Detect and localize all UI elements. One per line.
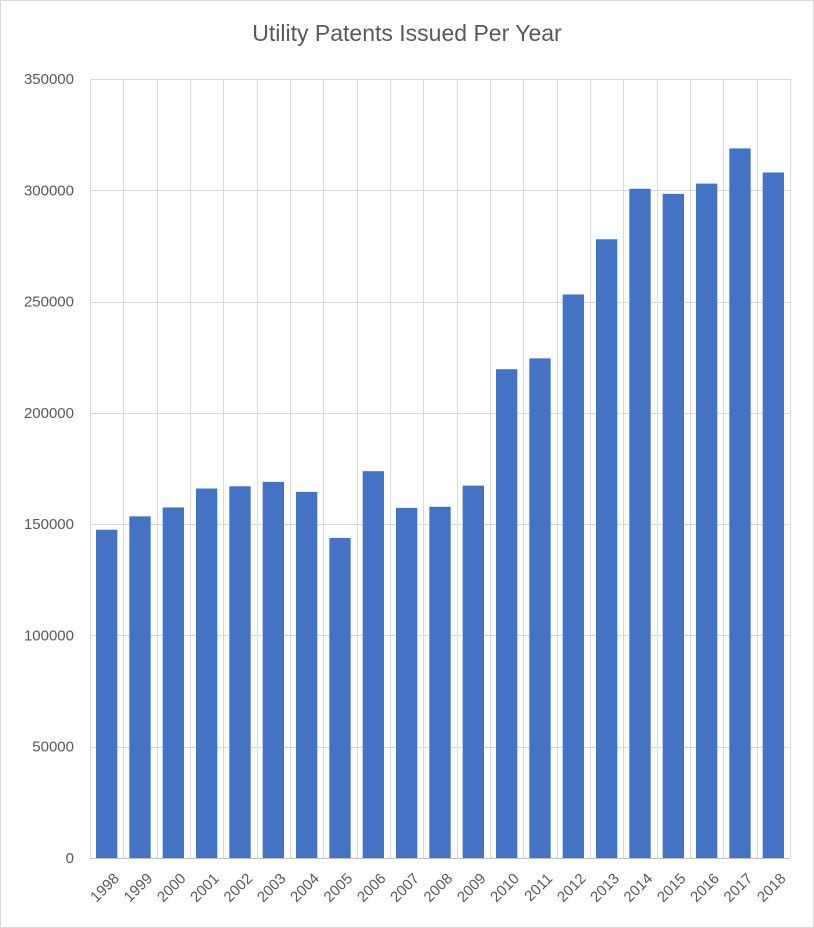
x-tick-label: 2016: [687, 870, 723, 906]
bar-2007: [396, 507, 418, 858]
y-tick-label: 200000: [24, 405, 74, 422]
x-tick-label: 2002: [221, 870, 257, 906]
x-tick-label: 2005: [321, 870, 357, 906]
bar-2000: [162, 507, 184, 858]
bar-1998: [96, 529, 118, 858]
bar-2017: [729, 148, 751, 859]
bar-2013: [596, 239, 618, 858]
bar-2001: [196, 488, 218, 858]
x-tick-label: 2006: [354, 870, 390, 906]
x-tick-label: 2008: [421, 870, 457, 906]
x-tick-label: 2014: [621, 870, 657, 906]
x-tick-label: 2013: [587, 870, 623, 906]
x-tick-label: 1999: [121, 870, 157, 906]
bar-2011: [529, 358, 551, 858]
bar-2006: [362, 471, 384, 858]
x-tick-label: 2015: [654, 870, 690, 906]
y-tick-label: 150000: [24, 516, 74, 533]
y-axis-ticks: 0 50000 100000 150000 200000 250000 300000 3500…: [24, 71, 74, 867]
bar-1999: [129, 516, 151, 858]
x-tick-label: 2000: [154, 870, 190, 906]
x-axis-ticks: 1998199920002001200220032004200520062007…: [87, 870, 789, 906]
x-tick-label: 2009: [454, 870, 490, 906]
bar-2009: [462, 485, 484, 858]
x-tick-label: 2007: [387, 870, 423, 906]
x-tick-label: 2001: [187, 870, 223, 906]
x-tick-label: 2003: [254, 870, 290, 906]
x-tick-label: 2012: [554, 870, 590, 906]
y-tick-label: 300000: [24, 182, 74, 199]
x-tick-label: 2004: [287, 870, 323, 906]
bar-2016: [696, 183, 718, 858]
y-tick-label: 0: [66, 850, 74, 867]
y-tick-label: 350000: [24, 71, 74, 88]
bar-2010: [496, 369, 518, 858]
bar-2015: [662, 193, 684, 858]
x-tick-label: 1998: [87, 870, 123, 906]
x-tick-label: 2017: [721, 870, 757, 906]
bars: [96, 148, 784, 859]
bar-2014: [629, 188, 651, 858]
y-tick-label: 50000: [32, 739, 74, 756]
bar-2018: [762, 172, 784, 859]
bar-2005: [329, 537, 351, 858]
y-tick-label: 250000: [24, 294, 74, 311]
x-tick-label: 2018: [754, 870, 790, 906]
bar-2004: [296, 491, 318, 858]
bar-2003: [262, 481, 284, 858]
bar-2008: [429, 506, 451, 858]
bar-2012: [562, 294, 584, 858]
y-tick-label: 100000: [24, 627, 74, 644]
chart-title: Utility Patents Issued Per Year: [252, 20, 562, 46]
bar-2002: [229, 486, 251, 858]
x-tick-label: 2011: [521, 870, 556, 905]
x-tick-label: 2010: [487, 870, 523, 906]
